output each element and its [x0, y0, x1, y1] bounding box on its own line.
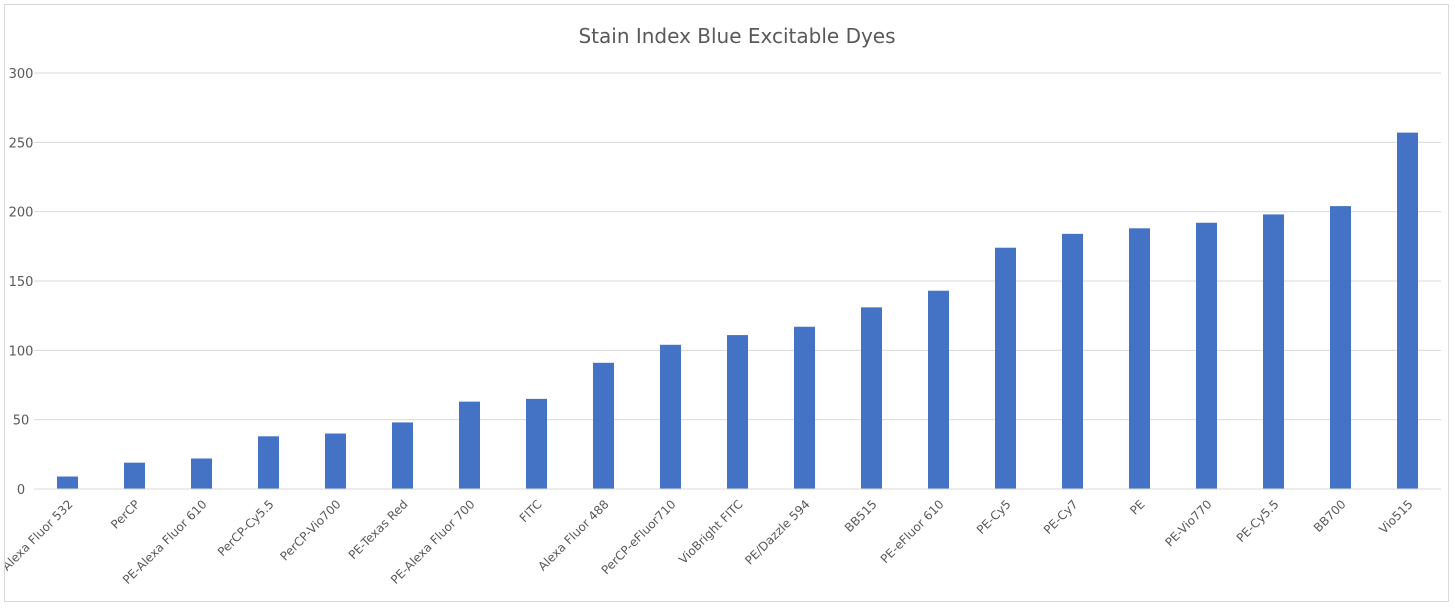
chart-title: Stain Index Blue Excitable Dyes — [578, 24, 895, 48]
bar — [392, 422, 413, 489]
bar — [928, 290, 949, 489]
x-tick-label: PE-Vio770 — [1162, 497, 1214, 549]
x-tick-label: PE — [1127, 497, 1147, 517]
y-axis-ticks: 0 50 100 150 200 250 300 — [9, 67, 34, 498]
x-tick-label: PerCP-Vio700 — [277, 497, 343, 563]
bar — [1263, 214, 1284, 489]
x-tick-label: FITC — [517, 497, 545, 525]
x-tick-label: Alexa Fluor 532 — [5, 497, 76, 573]
x-tick-label: PE-eFluor 610 — [878, 497, 947, 566]
x-tick-label: Vio515 — [1376, 497, 1415, 536]
x-tick-label: PE-Texas Red — [346, 497, 411, 562]
bar — [258, 436, 279, 489]
y-tick-label: 150 — [9, 275, 34, 290]
bar — [191, 458, 212, 489]
x-tick-label: BB515 — [842, 497, 880, 535]
y-tick-label: 200 — [9, 206, 34, 221]
y-tick-label: 300 — [9, 67, 34, 82]
bar — [727, 335, 748, 489]
x-tick-label: PE/Dazzle 594 — [742, 497, 812, 567]
x-tick-label: Alexa Fluor 488 — [535, 497, 611, 573]
x-tick-label: PerCP-Cy5.5 — [215, 497, 277, 559]
x-tick-label: PerCP-eFluor710 — [599, 497, 679, 577]
y-tick-label: 100 — [9, 344, 34, 359]
bar — [1330, 206, 1351, 489]
y-tick-label: 50 — [13, 414, 30, 429]
bars — [57, 132, 1418, 490]
x-tick-label: PerCP — [108, 497, 142, 531]
y-tick-label: 0 — [17, 483, 25, 498]
bar — [1196, 222, 1217, 489]
bar — [660, 344, 681, 489]
chart-frame: Stain Index Blue Excitable Dyes 0 50 100 15… — [4, 4, 1449, 602]
bar — [995, 247, 1016, 489]
bar-chart: Stain Index Blue Excitable Dyes 0 50 100 15… — [5, 24, 1441, 587]
x-tick-label: PE-Cy5.5 — [1234, 497, 1282, 545]
bar — [57, 476, 78, 489]
bar — [1129, 228, 1150, 489]
x-tick-label: VioBright FITC — [676, 497, 746, 567]
bar — [593, 362, 614, 489]
bar — [325, 433, 346, 489]
bar — [794, 326, 815, 489]
bar — [1397, 132, 1418, 490]
x-tick-label: PE-Cy5 — [974, 497, 1014, 537]
bar — [124, 462, 145, 489]
x-tick-label: BB700 — [1311, 497, 1349, 535]
x-tick-label: PE-Cy7 — [1041, 497, 1081, 537]
bar — [861, 307, 882, 489]
bar — [459, 401, 480, 489]
y-tick-label: 250 — [9, 136, 34, 151]
bar — [1062, 233, 1083, 489]
bar — [526, 398, 547, 489]
